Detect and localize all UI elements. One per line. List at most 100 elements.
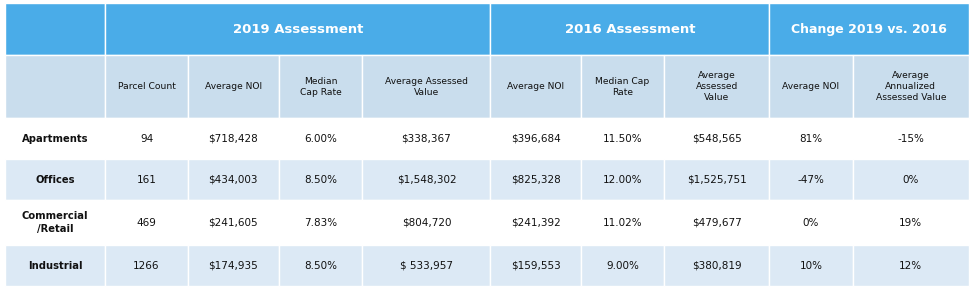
Bar: [105, 118, 188, 159]
Text: Average NOI: Average NOI: [507, 82, 564, 91]
Text: 2016 Assessment: 2016 Assessment: [565, 23, 695, 36]
Text: -47%: -47%: [798, 175, 824, 185]
Text: 469: 469: [136, 218, 157, 228]
Bar: [362, 55, 491, 118]
Text: Offices: Offices: [35, 175, 75, 185]
Bar: [769, 200, 852, 245]
Text: $825,328: $825,328: [510, 175, 560, 185]
Bar: [105, 159, 188, 200]
Text: Apartments: Apartments: [21, 134, 89, 144]
Text: -15%: -15%: [897, 134, 924, 144]
Text: $1,525,751: $1,525,751: [687, 175, 746, 185]
Text: 7.83%: 7.83%: [304, 218, 337, 228]
Text: Change 2019 vs. 2016: Change 2019 vs. 2016: [791, 23, 947, 36]
Text: 0%: 0%: [903, 175, 919, 185]
Text: Average
Annualized
Assessed Value: Average Annualized Assessed Value: [876, 71, 946, 102]
Text: 8.50%: 8.50%: [304, 175, 337, 185]
Text: 1266: 1266: [133, 261, 160, 271]
Text: $804,720: $804,720: [401, 218, 451, 228]
Text: Median Cap
Rate: Median Cap Rate: [595, 77, 650, 97]
Bar: [188, 200, 280, 245]
Text: 0%: 0%: [803, 218, 819, 228]
Text: 94: 94: [140, 134, 153, 144]
Bar: [280, 55, 362, 118]
Bar: [5, 3, 105, 55]
Text: 81%: 81%: [800, 134, 822, 144]
Bar: [5, 200, 105, 245]
Bar: [581, 159, 664, 200]
Text: 12.00%: 12.00%: [603, 175, 642, 185]
Text: Average NOI: Average NOI: [205, 82, 262, 91]
Text: $380,819: $380,819: [692, 261, 741, 271]
Bar: [769, 55, 852, 118]
Bar: [5, 245, 105, 286]
Bar: [188, 159, 280, 200]
Bar: [664, 200, 769, 245]
Bar: [852, 159, 969, 200]
Text: 161: 161: [136, 175, 157, 185]
Text: Average NOI: Average NOI: [782, 82, 840, 91]
Text: 19%: 19%: [899, 218, 922, 228]
Bar: [491, 245, 581, 286]
Text: 2019 Assessment: 2019 Assessment: [233, 23, 363, 36]
Text: Parcel Count: Parcel Count: [118, 82, 175, 91]
Bar: [362, 200, 491, 245]
Bar: [188, 118, 280, 159]
Text: $ 533,957: $ 533,957: [400, 261, 453, 271]
Bar: [362, 245, 491, 286]
Bar: [769, 118, 852, 159]
Bar: [581, 55, 664, 118]
Text: 11.02%: 11.02%: [603, 218, 642, 228]
Bar: [280, 245, 362, 286]
Bar: [491, 55, 581, 118]
Text: 6.00%: 6.00%: [304, 134, 337, 144]
Bar: [769, 245, 852, 286]
Text: $479,677: $479,677: [692, 218, 741, 228]
Bar: [852, 118, 969, 159]
Bar: [852, 55, 969, 118]
Bar: [280, 159, 362, 200]
Text: 11.50%: 11.50%: [603, 134, 642, 144]
Text: $174,935: $174,935: [208, 261, 258, 271]
Bar: [362, 159, 491, 200]
Bar: [664, 159, 769, 200]
Bar: [491, 118, 581, 159]
Bar: [5, 55, 105, 118]
Bar: [581, 200, 664, 245]
Bar: [188, 245, 280, 286]
Bar: [769, 3, 969, 55]
Text: $338,367: $338,367: [401, 134, 451, 144]
Bar: [5, 118, 105, 159]
Bar: [664, 245, 769, 286]
Text: $159,553: $159,553: [510, 261, 560, 271]
Text: $1,548,302: $1,548,302: [396, 175, 456, 185]
Bar: [491, 200, 581, 245]
Text: $718,428: $718,428: [208, 134, 258, 144]
Text: Industrial: Industrial: [28, 261, 83, 271]
Bar: [280, 118, 362, 159]
Text: Commercial
/Retail: Commercial /Retail: [21, 212, 89, 234]
Text: $241,392: $241,392: [510, 218, 560, 228]
Bar: [362, 118, 491, 159]
Bar: [280, 200, 362, 245]
Bar: [105, 245, 188, 286]
Bar: [664, 55, 769, 118]
Text: Median
Cap Rate: Median Cap Rate: [300, 77, 342, 97]
Bar: [491, 159, 581, 200]
Bar: [769, 159, 852, 200]
Text: 10%: 10%: [800, 261, 822, 271]
Text: Average
Assessed
Value: Average Assessed Value: [695, 71, 738, 102]
Text: $241,605: $241,605: [208, 218, 258, 228]
Bar: [852, 245, 969, 286]
Text: 8.50%: 8.50%: [304, 261, 337, 271]
Text: $548,565: $548,565: [692, 134, 741, 144]
Bar: [581, 118, 664, 159]
Bar: [664, 118, 769, 159]
Bar: [852, 200, 969, 245]
Text: 12%: 12%: [899, 261, 922, 271]
Text: Average Assessed
Value: Average Assessed Value: [385, 77, 468, 97]
Text: $434,003: $434,003: [208, 175, 258, 185]
Bar: [105, 3, 491, 55]
Bar: [105, 200, 188, 245]
Text: $396,684: $396,684: [510, 134, 560, 144]
